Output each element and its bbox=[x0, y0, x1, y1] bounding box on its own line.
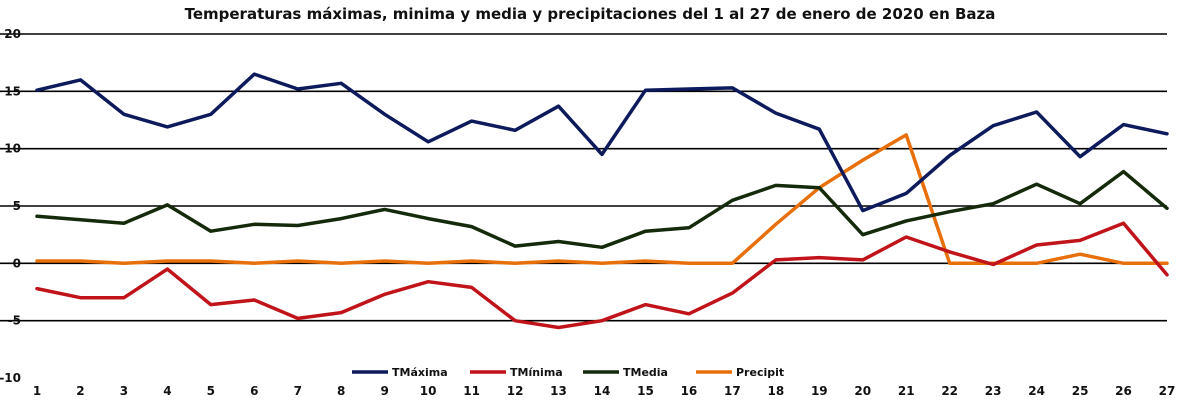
legend-label: TMáxima bbox=[392, 366, 448, 379]
x-tick-label: 10 bbox=[420, 384, 437, 398]
x-tick-label: 22 bbox=[941, 384, 958, 398]
x-tick-label: 21 bbox=[898, 384, 915, 398]
x-tick-label: 19 bbox=[811, 384, 828, 398]
x-tick-label: 23 bbox=[985, 384, 1002, 398]
x-tick-label: 2 bbox=[76, 384, 84, 398]
x-tick-label: 1 bbox=[33, 384, 41, 398]
x-tick-label: 9 bbox=[381, 384, 389, 398]
y-tick-label: 0 bbox=[13, 256, 21, 270]
x-tick-label: 7 bbox=[294, 384, 302, 398]
x-tick-label: 17 bbox=[724, 384, 741, 398]
x-tick-label: 26 bbox=[1115, 384, 1132, 398]
x-tick-label: 3 bbox=[120, 384, 128, 398]
y-tick-label: 5 bbox=[13, 199, 21, 213]
x-tick-label: 4 bbox=[163, 384, 171, 398]
x-tick-label: 25 bbox=[1072, 384, 1089, 398]
series-line-tmedia bbox=[35, 169, 1169, 250]
series-line-tmáxima bbox=[35, 72, 1169, 213]
x-tick-label: 8 bbox=[337, 384, 345, 398]
x-tick-label: 27 bbox=[1159, 384, 1176, 398]
x-tick-label: 16 bbox=[681, 384, 698, 398]
x-tick-label: 5 bbox=[207, 384, 215, 398]
x-tick-label: 24 bbox=[1028, 384, 1045, 398]
series-line-precipit bbox=[35, 133, 1169, 266]
x-tick-label: 11 bbox=[463, 384, 480, 398]
x-tick-label: 18 bbox=[767, 384, 784, 398]
x-axis-tick-labels: 1 2 3 4 5 6 7 8 9 10 11 12 13 14 15 16 17 18 19 20 21 22 23 24 2… bbox=[33, 384, 1176, 398]
y-axis-tick-labels: -10 -5 0 5 10 15 20 bbox=[0, 27, 21, 385]
series-lines bbox=[35, 72, 1169, 330]
y-tick-label: 20 bbox=[4, 27, 21, 41]
y-tick-label: -5 bbox=[8, 314, 21, 328]
legend-label: TMedia bbox=[623, 366, 668, 379]
legend-label: TMínima bbox=[510, 366, 563, 379]
x-tick-label: 14 bbox=[594, 384, 611, 398]
y-tick-label: -10 bbox=[0, 371, 21, 385]
x-tick-label: 6 bbox=[250, 384, 258, 398]
x-tick-label: 15 bbox=[637, 384, 654, 398]
gridlines bbox=[0, 33, 1167, 322]
x-tick-label: 12 bbox=[507, 384, 524, 398]
series-line-tmínima bbox=[35, 221, 1169, 330]
chart-title: Temperaturas máximas, minima y media y p… bbox=[185, 5, 996, 23]
y-tick-label: 10 bbox=[4, 142, 21, 156]
x-tick-label: 13 bbox=[550, 384, 567, 398]
x-tick-label: 20 bbox=[854, 384, 871, 398]
y-tick-label: 15 bbox=[4, 84, 21, 98]
legend: TMáxima TMínima TMedia Precipit bbox=[352, 366, 784, 379]
legend-label: Precipit bbox=[736, 366, 784, 379]
